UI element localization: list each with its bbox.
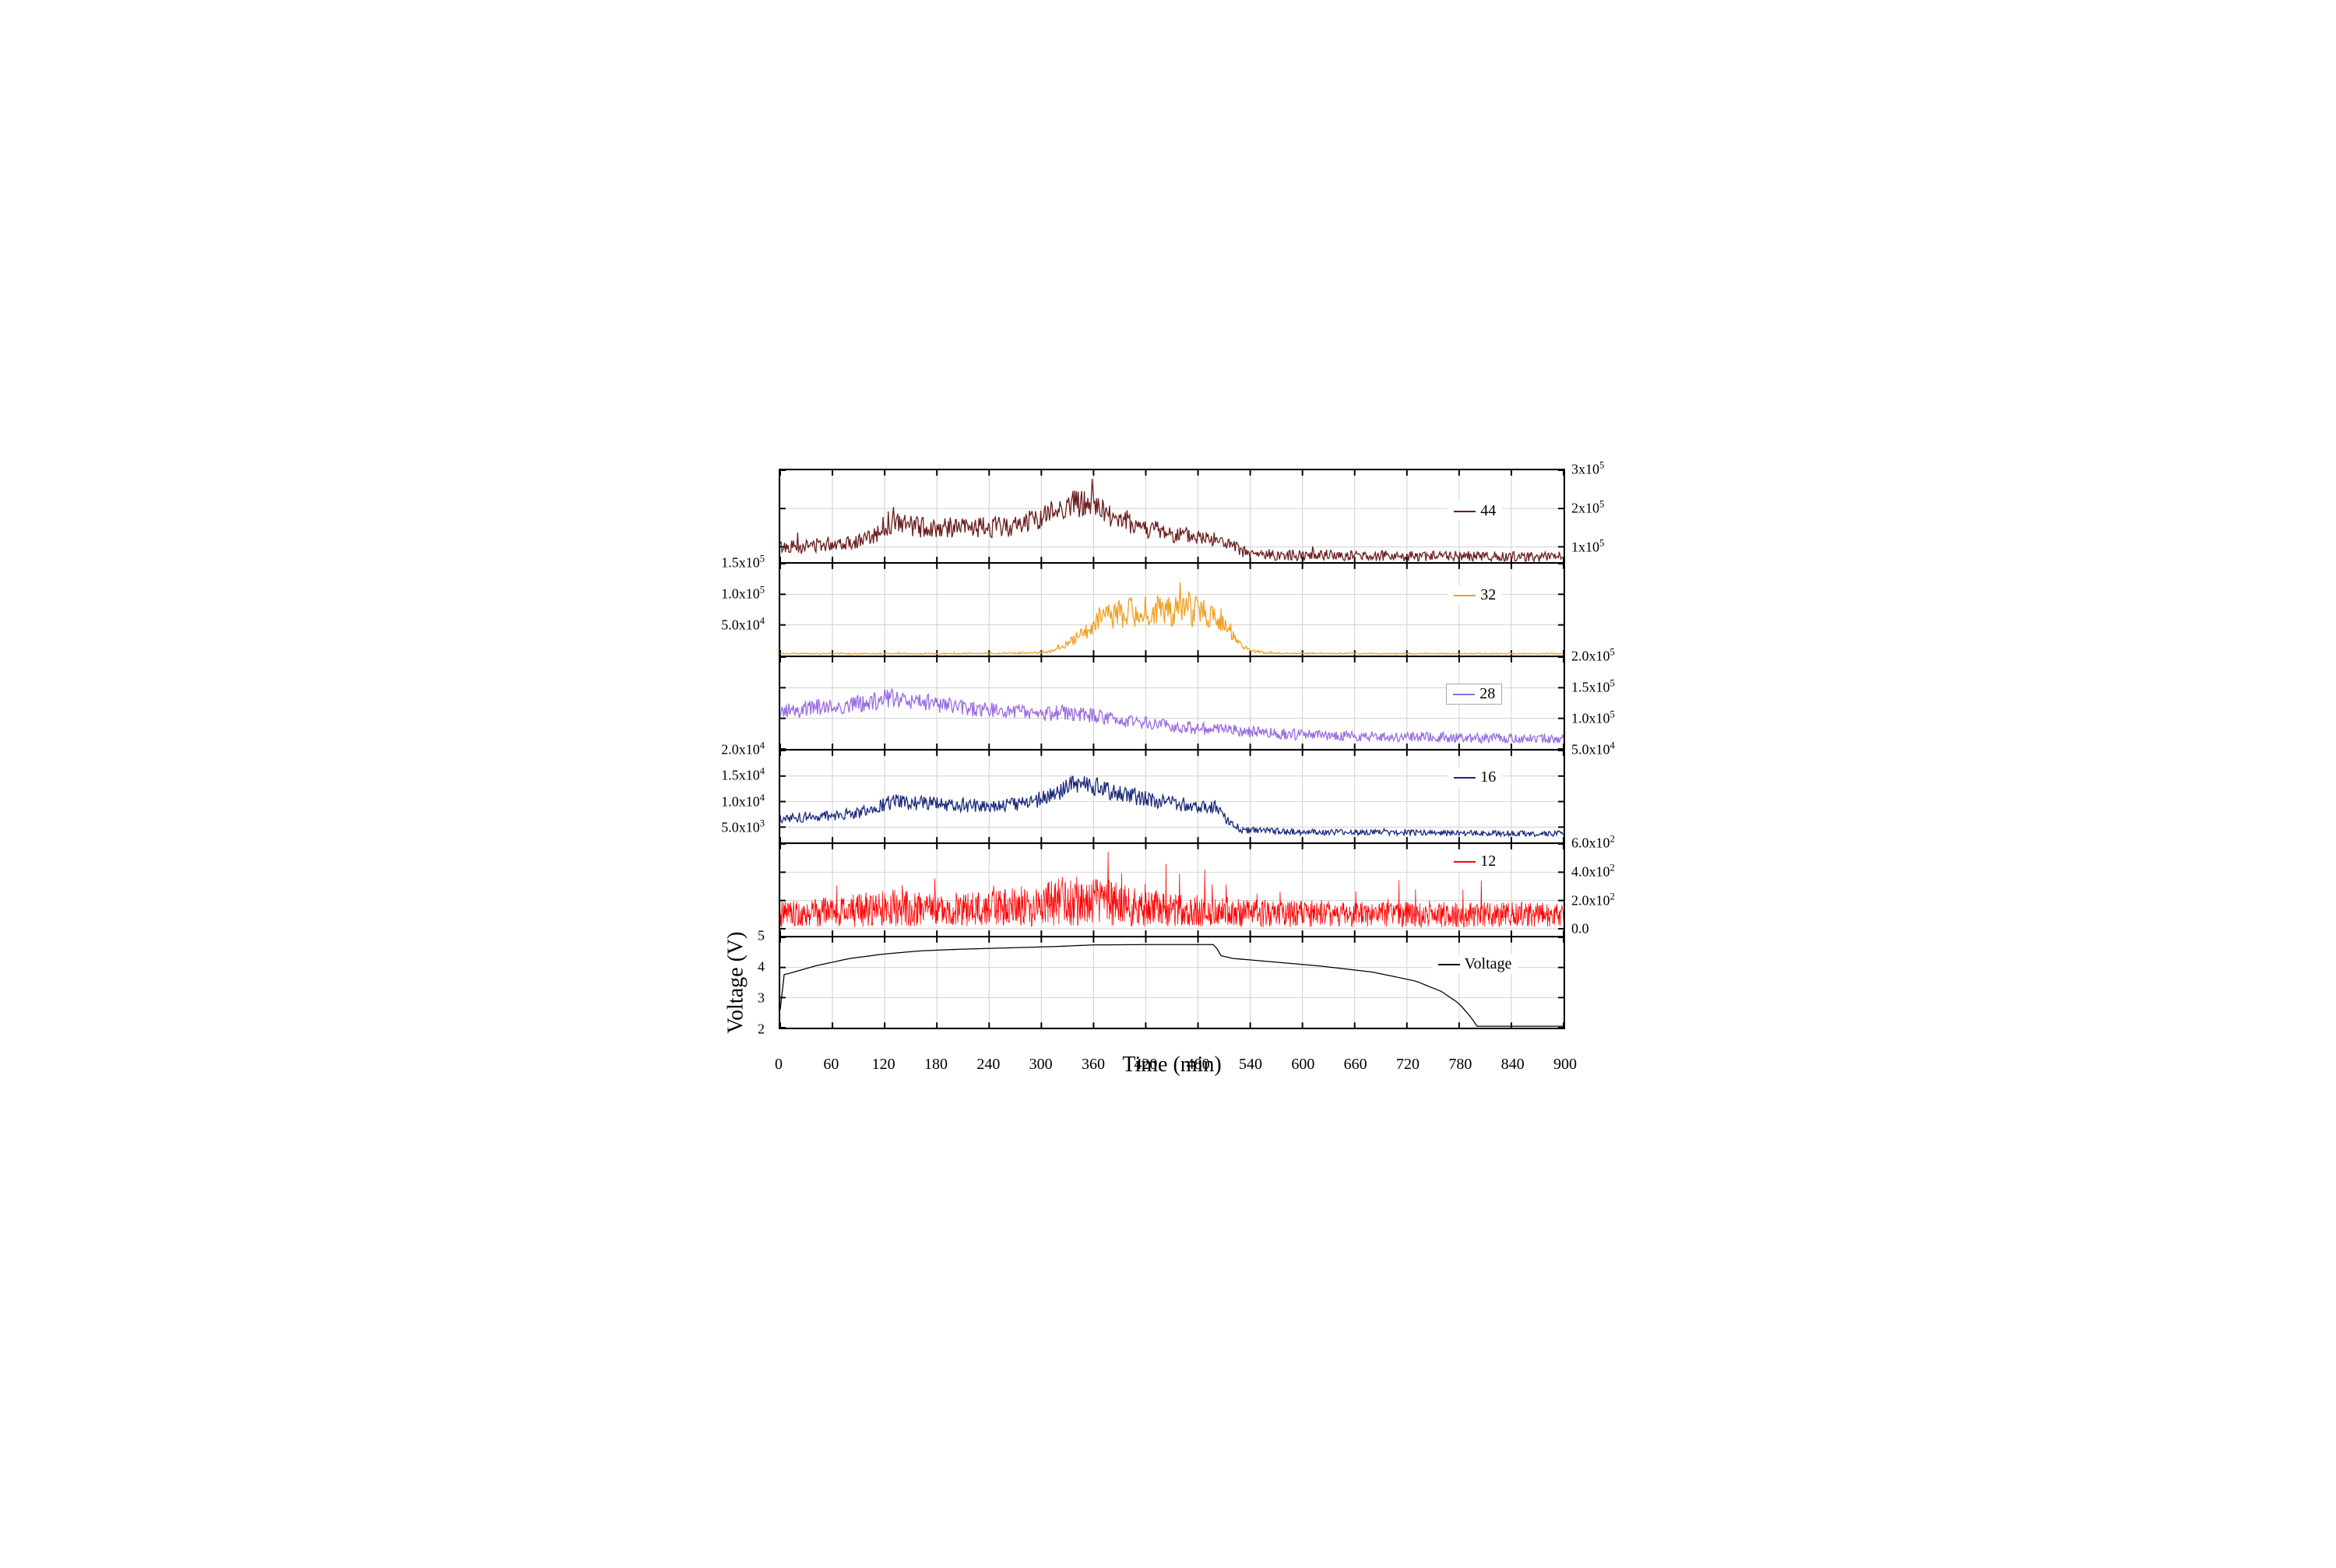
y-ticks-mass28: 5.0x1041.0x1051.5x1052.0x105 — [1565, 656, 1635, 749]
xtick-label: 540 — [1239, 1056, 1262, 1074]
ytick-label: 2.0x105 — [1571, 647, 1615, 665]
xtick-label: 840 — [1501, 1056, 1525, 1074]
ytick-label: 1.5x105 — [1571, 678, 1615, 696]
y-ticks-voltage: 2345 — [701, 936, 771, 1029]
xtick-label: 240 — [976, 1056, 1000, 1074]
xtick-label: 360 — [1082, 1056, 1105, 1074]
panel-plot-mass32 — [779, 562, 1565, 656]
xtick-label: 900 — [1553, 1056, 1577, 1074]
panel-mass16: 5.0x1031.0x1041.5x1042.0x10416 — [779, 749, 1565, 842]
legend-label: 28 — [1479, 685, 1495, 703]
ytick-label: 1.5x105 — [721, 554, 765, 571]
legend-mass12: 12 — [1448, 852, 1502, 871]
panel-mass12: 0.02.0x1024.0x1026.0x10212 — [779, 842, 1565, 936]
y-ticks-mass16: 5.0x1031.0x1041.5x1042.0x104 — [701, 749, 771, 842]
xtick-label: 780 — [1448, 1056, 1472, 1074]
ytick-label: 5.0x103 — [721, 818, 765, 836]
xtick-label: 0 — [775, 1056, 783, 1074]
panel-mass44: 1x1052x1053x10544 — [779, 469, 1565, 562]
xtick-label: 120 — [872, 1056, 895, 1074]
ytick-label: 5.0x104 — [1571, 740, 1615, 758]
ytick-label: 1.0x104 — [721, 792, 765, 810]
ytick-label: 4 — [758, 959, 765, 976]
panel-mass32: 5.0x1041.0x1051.5x10532 — [779, 562, 1565, 656]
xtick-label: 180 — [924, 1056, 948, 1074]
legend-mass28: 28 — [1446, 684, 1502, 705]
legend-label: 44 — [1480, 502, 1496, 520]
legend-swatch — [1454, 861, 1476, 863]
multi-panel-chart: Voltage (V) 1x1052x1053x105445.0x1041.0x… — [701, 469, 1635, 1099]
legend-mass32: 32 — [1448, 585, 1502, 605]
panel-voltage: 2345Voltage — [779, 936, 1565, 1029]
legend-swatch — [1454, 777, 1476, 779]
ytick-label: 5 — [758, 928, 765, 944]
ytick-label: 4.0x102 — [1571, 862, 1615, 880]
legend-mass44: 44 — [1448, 501, 1502, 521]
xtick-label: 600 — [1291, 1056, 1314, 1074]
x-axis-title: Time (min) — [779, 1053, 1565, 1078]
xtick-label: 660 — [1344, 1056, 1367, 1074]
y-ticks-mass12: 0.02.0x1024.0x1026.0x102 — [1565, 842, 1635, 936]
ytick-label: 5.0x104 — [721, 616, 765, 634]
ytick-label: 2.0x102 — [1571, 891, 1615, 909]
legend-swatch — [1454, 595, 1476, 596]
legend-swatch — [1438, 964, 1460, 965]
legend-mass16: 16 — [1448, 768, 1502, 787]
panel-plot-voltage — [779, 936, 1565, 1029]
legend-swatch — [1454, 511, 1476, 512]
ytick-label: 2 — [758, 1021, 765, 1038]
legend-label: 32 — [1480, 586, 1496, 604]
y-ticks-mass32: 5.0x1041.0x1051.5x105 — [701, 562, 771, 656]
legend-label: 16 — [1480, 768, 1496, 786]
ytick-label: 1.5x104 — [721, 766, 765, 784]
xtick-label: 420 — [1134, 1056, 1157, 1074]
y-ticks-mass44: 1x1052x1053x105 — [1565, 469, 1635, 562]
xtick-label: 60 — [823, 1056, 839, 1074]
legend-voltage: Voltage — [1432, 955, 1518, 974]
legend-swatch — [1453, 694, 1475, 695]
legend-label: 12 — [1480, 853, 1496, 870]
x-axis: 0601201802403003604204805406006607207808… — [779, 1053, 1565, 1099]
ytick-label: 1.0x105 — [721, 585, 765, 603]
panels-stack: 1x1052x1053x105445.0x1041.0x1051.5x10532… — [779, 469, 1565, 1029]
ytick-label: 1x105 — [1571, 538, 1604, 556]
xtick-label: 300 — [1029, 1056, 1053, 1074]
legend-label: Voltage — [1465, 955, 1512, 973]
ytick-label: 3 — [758, 990, 765, 1007]
ytick-label: 2x105 — [1571, 499, 1604, 517]
xtick-label: 480 — [1187, 1056, 1210, 1074]
ytick-label: 1.0x105 — [1571, 709, 1615, 727]
xtick-label: 720 — [1396, 1056, 1420, 1074]
panel-mass28: 5.0x1041.0x1051.5x1052.0x10528 — [779, 656, 1565, 749]
ytick-label: 2.0x104 — [721, 740, 765, 758]
ytick-label: 6.0x102 — [1571, 834, 1615, 852]
ytick-label: 3x105 — [1571, 460, 1604, 478]
ytick-label: 0.0 — [1571, 920, 1589, 937]
panel-plot-mass16 — [779, 749, 1565, 842]
